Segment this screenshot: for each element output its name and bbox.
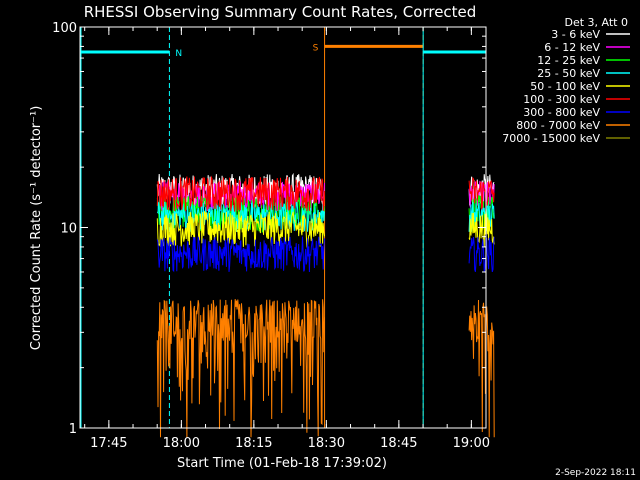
series-line-100-300-kev	[468, 176, 495, 210]
y-tick-label: 1	[69, 422, 77, 437]
legend-label: 25 - 50 keV	[537, 67, 600, 80]
series-line-800-7000-kev	[468, 299, 495, 438]
annotation-label: S	[313, 43, 319, 53]
series-line-50-100-kev	[468, 212, 495, 247]
x-tick-label: 19:00	[453, 436, 490, 451]
x-tick-label: 17:45	[90, 436, 127, 451]
series-line-100-300-kev	[156, 175, 325, 212]
legend-label: 7000 - 15000 keV	[502, 132, 600, 145]
series-line-50-100-kev	[156, 210, 325, 248]
y-axis-label: Corrected Count Rate (s⁻¹ detector⁻¹)	[29, 106, 44, 351]
legend-label: 800 - 7000 keV	[516, 119, 600, 132]
x-tick-label: 18:15	[235, 436, 272, 451]
series-line-300-800-kev	[156, 236, 325, 273]
x-tick-label: 18:00	[163, 436, 200, 451]
legend-label: 3 - 6 keV	[551, 28, 600, 41]
series-line-800-7000-kev	[156, 299, 325, 438]
y-tick-label: 100	[52, 21, 77, 36]
plot-area: NS	[80, 27, 495, 438]
legend-label: 6 - 12 keV	[544, 41, 600, 54]
footer-date: 2-Sep-2022 18:11	[555, 468, 636, 478]
legend-label: 12 - 25 keV	[537, 54, 600, 67]
legend-label: 300 - 800 keV	[523, 106, 600, 119]
y-tick-label: 10	[60, 222, 77, 237]
series-line-300-800-kev	[468, 237, 495, 273]
annotation-label: N	[175, 49, 182, 59]
legend-label: 100 - 300 keV	[523, 93, 600, 106]
legend-header: Det 3, Att 0	[565, 16, 629, 29]
x-tick-label: 18:45	[380, 436, 417, 451]
legend-label: 50 - 100 keV	[530, 80, 600, 93]
x-axis-label: Start Time (01-Feb-18 17:39:02)	[177, 456, 387, 471]
x-tick-label: 18:30	[308, 436, 345, 451]
axes: 1 10 100 17:45 18:00 18:15 18:30 18:45 19:00	[52, 21, 490, 451]
chart-title: RHESSI Observing Summary Count Rates, Co…	[84, 3, 477, 21]
